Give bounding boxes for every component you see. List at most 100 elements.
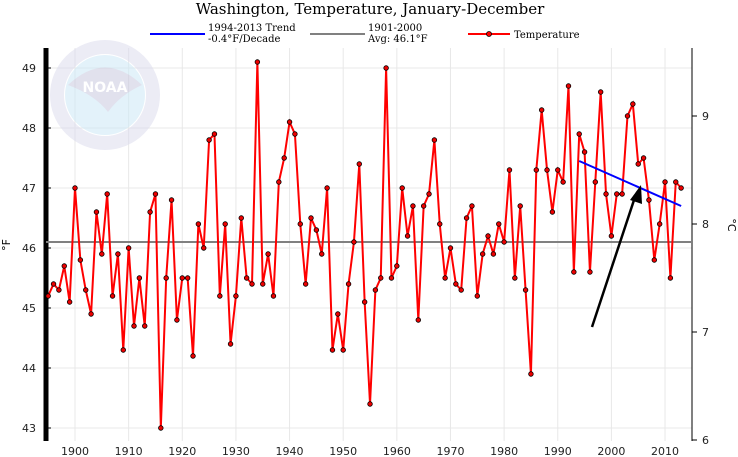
temperature-point [656,221,663,227]
temperature-point [662,179,668,185]
temperature-point [281,155,287,161]
temperature-point [367,401,373,407]
temperature-point [678,185,684,191]
axes: 43 44 45 46 47 48 49 1900 1910 1920 1930 1940 1950 19… [0,48,738,457]
temperature-point [222,221,228,227]
annotation-arrowhead [630,185,642,204]
temperature-point [410,203,416,209]
legend-avg-label: 1901-2000 [368,23,422,34]
temperature-point [120,347,126,353]
temperature-point [142,323,148,329]
legend-trend-label: 1994-2013 Trend [208,23,296,34]
temperature-point [340,347,346,353]
temperature-point [265,251,271,257]
temperature-point [394,263,400,269]
temperature-point [72,185,78,191]
temperature-point [227,341,234,347]
temperature-point [437,221,443,227]
x-tick-label: 1900 [61,445,89,457]
svg-text:NOAA: NOAA [83,80,128,96]
temperature-point [93,209,100,215]
x-tick-label: 1980 [490,445,518,457]
temperature-point [490,251,497,257]
temperature-point [372,287,379,293]
temperature-point [233,293,239,299]
temperature-point [501,239,507,245]
temperature-point [496,221,502,227]
temperature-point [651,257,658,263]
temperature-point [603,191,609,197]
temperature-point [469,203,475,209]
temperature-point [571,269,577,275]
temperature-point [581,149,588,155]
temperature-point [206,137,212,143]
temperature-point [356,161,362,167]
temperature-point [383,65,389,71]
temperature-point [512,275,518,281]
temperature-point [152,191,159,197]
y-tick-label: 44 [22,362,36,375]
temperature-point [506,167,513,173]
x-tick-label: 1930 [222,445,250,457]
temperature-point [190,353,196,359]
temperature-point [667,275,674,281]
temperature-point [576,131,582,137]
temperature-point [619,191,625,197]
temperature-point [174,317,180,323]
temperature-point [335,311,341,317]
temperature-point [243,275,250,281]
temperature-point [624,113,631,119]
legend-temp-marker [486,31,492,37]
temperature-point [45,293,51,299]
temperature-point [458,287,464,293]
y-tick-label: 45 [22,302,36,315]
noaa-logo-watermark: NOAA [50,40,160,150]
temperature-point [109,293,116,299]
x-tick-label: 2000 [597,445,625,457]
temperature-point [646,197,652,203]
temperature-point [158,425,164,431]
temperature-point [125,245,132,251]
temperature-point [308,215,314,221]
x-tick-label: 1940 [276,445,304,457]
annotation-arrow [590,196,637,328]
temperature-point [614,191,620,197]
temperature-point [184,275,191,281]
temperature-point [517,203,523,209]
temperature-point [217,293,223,299]
temperature-point [431,137,438,143]
temperature-point [276,179,282,185]
x-tick-label: 2010 [651,445,679,457]
temperature-point [404,233,411,239]
temperature-point [555,167,561,173]
temperature-point [77,257,84,263]
x-tick-label: 1950 [329,445,357,457]
temperature-point [673,179,679,185]
temperature-point [442,275,448,281]
y-tick-label: 48 [22,122,36,135]
legend: 1994-2013 Trend -0.4°F/Decade 1901-2000 … [150,23,580,45]
temperature-point [179,275,185,281]
temperature-point [319,251,325,257]
temperature-point [249,281,255,287]
temperature-point [131,323,137,329]
temperature-point [415,317,421,323]
temperature-point [211,131,218,137]
right-y-tick-label: 9 [702,110,709,123]
legend-trend-rate: -0.4°F/Decade [208,34,280,45]
temperature-point [329,347,336,353]
temperature-point [608,233,615,239]
chart-title: Washington, Temperature, January-Decembe… [196,0,545,18]
temperature-point [565,83,572,89]
x-tick-label: 1970 [436,445,464,457]
temperature-point [533,167,540,173]
temperature-point [474,293,480,299]
temperature-point [538,107,545,113]
temperature-point [587,269,593,275]
temperature-point [201,245,207,251]
right-y-axis-label: °C [725,218,738,232]
temperature-point [378,275,384,281]
temperature-point [83,287,89,293]
temperature-point [485,233,491,239]
